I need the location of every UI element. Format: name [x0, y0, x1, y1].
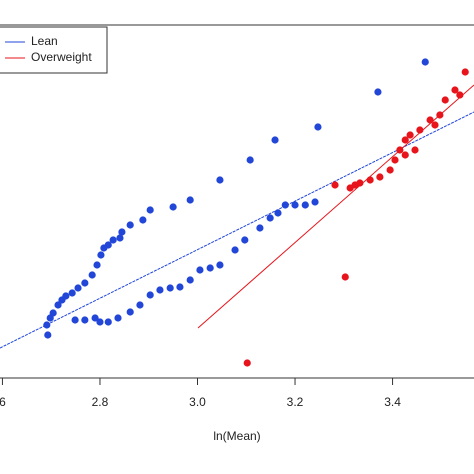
point	[314, 123, 322, 131]
x-axis-label: ln(Mean)	[213, 429, 260, 443]
point	[81, 316, 89, 324]
point	[461, 68, 469, 76]
x-tick-label: 3.0	[189, 395, 206, 409]
point	[116, 234, 124, 242]
point	[196, 266, 204, 274]
point	[62, 292, 70, 300]
point	[441, 96, 449, 104]
point	[456, 91, 464, 99]
point	[256, 224, 264, 232]
point	[93, 261, 101, 269]
point	[291, 201, 299, 209]
point	[104, 241, 112, 249]
point	[431, 121, 439, 129]
point	[97, 251, 105, 259]
point	[451, 86, 459, 94]
point	[416, 126, 424, 134]
point	[401, 151, 409, 159]
point	[356, 179, 364, 187]
point	[114, 314, 122, 322]
point	[216, 176, 224, 184]
point	[374, 88, 382, 96]
point	[96, 318, 104, 326]
x-tick-label: 3.2	[287, 395, 304, 409]
point	[271, 136, 279, 144]
point	[126, 308, 134, 316]
point	[243, 359, 251, 367]
point	[421, 58, 429, 66]
legend-label: Lean	[31, 34, 58, 48]
point	[139, 216, 147, 224]
point	[169, 203, 177, 211]
point	[146, 206, 154, 214]
point	[331, 181, 339, 189]
fit-line	[197, 84, 474, 329]
point	[281, 201, 289, 209]
point	[109, 236, 117, 244]
fit-line	[0, 111, 474, 349]
point	[426, 116, 434, 124]
point	[81, 279, 89, 287]
point	[396, 146, 404, 154]
point	[146, 291, 154, 299]
legend-label: Overweight	[31, 50, 92, 64]
point	[386, 166, 394, 174]
point	[231, 246, 239, 254]
point	[311, 198, 319, 206]
point	[71, 316, 79, 324]
point	[366, 176, 374, 184]
point	[186, 276, 194, 284]
point	[88, 271, 96, 279]
point	[266, 214, 274, 222]
point	[241, 236, 249, 244]
point	[118, 228, 126, 236]
x-tick-label: 6	[0, 395, 6, 409]
point	[406, 131, 414, 139]
point	[186, 196, 194, 204]
point	[166, 284, 174, 292]
point	[246, 156, 254, 164]
point	[104, 318, 112, 326]
point	[91, 314, 99, 322]
point	[49, 309, 57, 317]
point	[341, 273, 349, 281]
point	[301, 201, 309, 209]
point	[376, 173, 384, 181]
x-tick-label: 3.4	[384, 395, 401, 409]
point	[411, 146, 419, 154]
legend-box	[0, 26, 108, 74]
point	[401, 136, 409, 144]
point	[206, 264, 214, 272]
point	[126, 221, 134, 229]
point	[274, 209, 282, 217]
point	[54, 301, 62, 309]
x-tick-label: 2.8	[92, 395, 109, 409]
point	[391, 156, 399, 164]
point	[136, 301, 144, 309]
point	[436, 111, 444, 119]
point	[176, 283, 184, 291]
point	[44, 331, 52, 339]
point	[74, 284, 82, 292]
point	[68, 289, 76, 297]
point	[156, 286, 164, 294]
point	[43, 321, 51, 329]
point	[216, 261, 224, 269]
